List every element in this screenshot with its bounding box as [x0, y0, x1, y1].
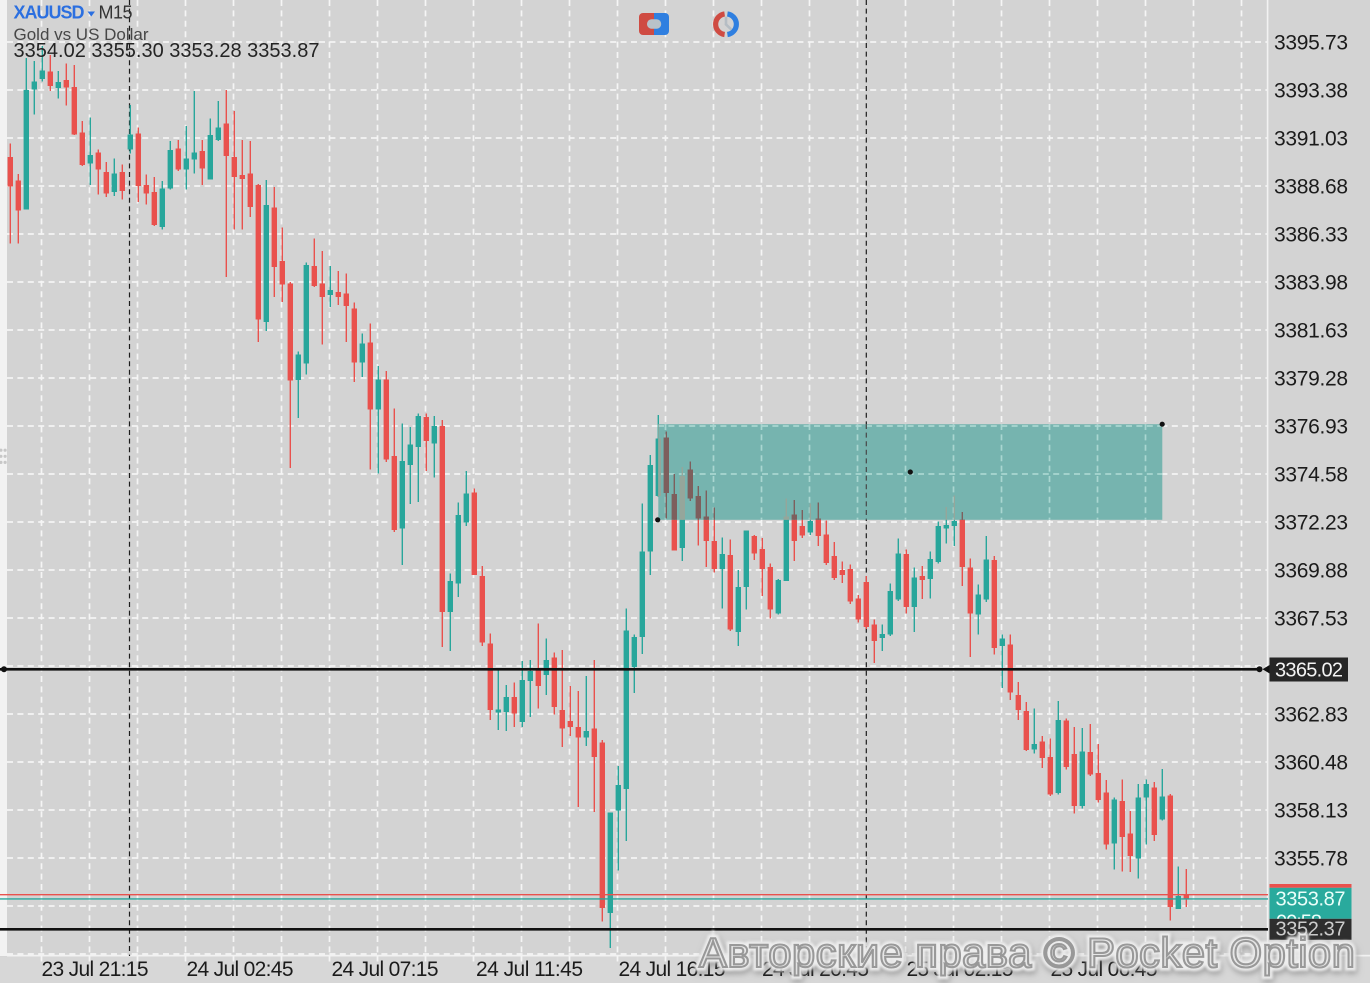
svg-text:3386.33: 3386.33 — [1274, 223, 1348, 246]
svg-text:3379.28: 3379.28 — [1274, 367, 1348, 390]
svg-text:24 Jul 20:45: 24 Jul 20:45 — [762, 958, 869, 981]
svg-text:3360.48: 3360.48 — [1274, 751, 1348, 774]
svg-text:3354.02 3355.30 3353.28 3353.8: 3354.02 3355.30 3353.28 3353.87 — [14, 40, 320, 62]
svg-text:24 Jul 02:45: 24 Jul 02:45 — [187, 958, 294, 981]
svg-text:3352.37: 3352.37 — [1276, 919, 1346, 941]
svg-text:23 Jul 21:15: 23 Jul 21:15 — [42, 958, 149, 981]
svg-text:Gold vs US Dollar: Gold vs US Dollar — [14, 25, 149, 44]
svg-text:3372.23: 3372.23 — [1274, 511, 1348, 534]
svg-text:3365.02: 3365.02 — [1275, 660, 1343, 682]
svg-text:3358.13: 3358.13 — [1274, 799, 1348, 822]
svg-text:3381.63: 3381.63 — [1274, 319, 1348, 342]
svg-text:M15: M15 — [99, 3, 133, 23]
svg-text:3369.88: 3369.88 — [1274, 559, 1348, 582]
svg-text:25 Jul 02:15: 25 Jul 02:15 — [907, 958, 1014, 981]
svg-text:25 Jul 06:45: 25 Jul 06:45 — [1051, 958, 1158, 981]
svg-text:3383.98: 3383.98 — [1274, 271, 1348, 294]
svg-text:3395.73: 3395.73 — [1274, 31, 1348, 54]
svg-text:24 Jul 16:15: 24 Jul 16:15 — [619, 958, 726, 981]
svg-text:3391.03: 3391.03 — [1274, 127, 1348, 150]
svg-text:24 Jul 11:45: 24 Jul 11:45 — [476, 958, 583, 981]
svg-text:Авторские права © Pocket Optio: Авторские права © Pocket Option — [699, 929, 1355, 976]
svg-text:3362.83: 3362.83 — [1274, 703, 1348, 726]
svg-text:3353.87: 3353.87 — [1276, 889, 1346, 911]
svg-text:3355.78: 3355.78 — [1274, 847, 1348, 870]
svg-text:3393.38: 3393.38 — [1274, 79, 1348, 102]
svg-text:3374.58: 3374.58 — [1274, 463, 1348, 486]
svg-text:3376.93: 3376.93 — [1274, 415, 1348, 438]
svg-text:Авторские права © Pocket Optio: Авторские права © Pocket Option — [699, 929, 1355, 976]
svg-text:3367.53: 3367.53 — [1274, 607, 1348, 630]
svg-text:24 Jul 07:15: 24 Jul 07:15 — [332, 958, 439, 981]
svg-text:3388.68: 3388.68 — [1274, 175, 1348, 198]
svg-text:XAUUSD: XAUUSD — [14, 3, 85, 23]
